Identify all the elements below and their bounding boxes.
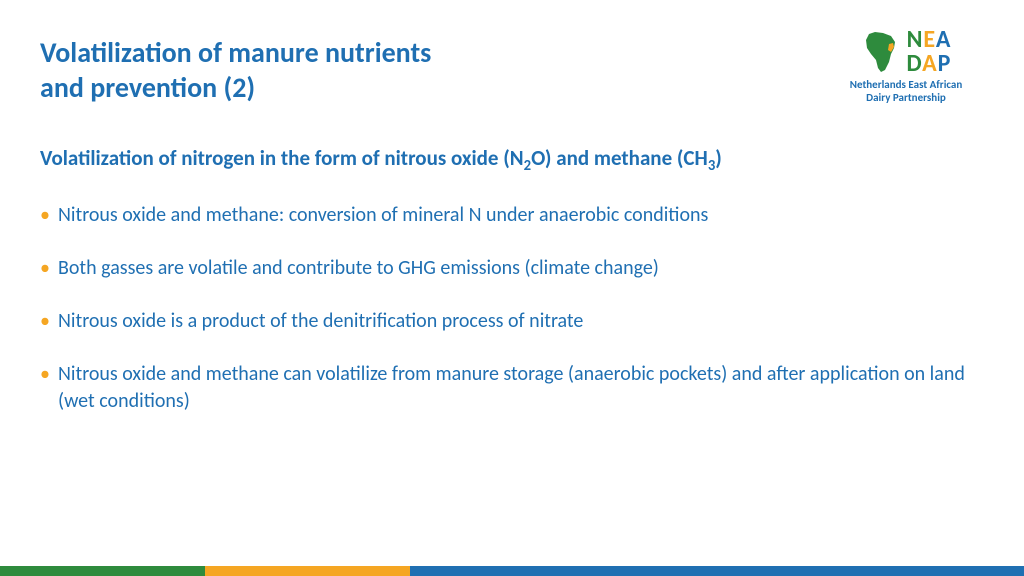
logo-letters: NEA DAP xyxy=(907,28,952,76)
list-item: Both gasses are volatile and contribute … xyxy=(40,255,984,282)
logo-a2: A xyxy=(922,49,938,78)
list-item: Nitrous oxide is a product of the denitr… xyxy=(40,308,984,335)
list-item: Nitrous oxide and methane: conversion of… xyxy=(40,202,984,229)
footer-bar xyxy=(0,566,1024,576)
africa-icon xyxy=(861,30,901,74)
bullet-list: Nitrous oxide and methane: conversion of… xyxy=(40,202,984,415)
logo-d: D xyxy=(907,49,923,78)
title-line2: and prevention (2) xyxy=(40,70,255,105)
logo-block: NEA DAP Netherlands East African Dairy P… xyxy=(826,28,986,104)
logo-subtitle-l2: Dairy Partnership xyxy=(826,91,986,104)
logo-row: NEA DAP xyxy=(826,28,986,76)
title-line1: Volatilization of manure nutrients xyxy=(40,35,431,70)
list-item: Nitrous oxide and methane can volatilize… xyxy=(40,361,984,415)
logo-p: P xyxy=(938,49,952,78)
page-title: Volatilization of manure nutrients and p… xyxy=(40,35,640,105)
subtitle: Volatilization of nitrogen in the form o… xyxy=(40,145,984,174)
footer-bar-segment xyxy=(410,566,1024,576)
logo-line2: DAP xyxy=(907,52,952,76)
logo-subtitle: Netherlands East African Dairy Partnersh… xyxy=(826,78,986,104)
slide: NEA DAP Netherlands East African Dairy P… xyxy=(0,0,1024,576)
logo-subtitle-l1: Netherlands East African xyxy=(826,78,986,91)
footer-bar-segment xyxy=(205,566,410,576)
footer-bar-segment xyxy=(0,566,205,576)
